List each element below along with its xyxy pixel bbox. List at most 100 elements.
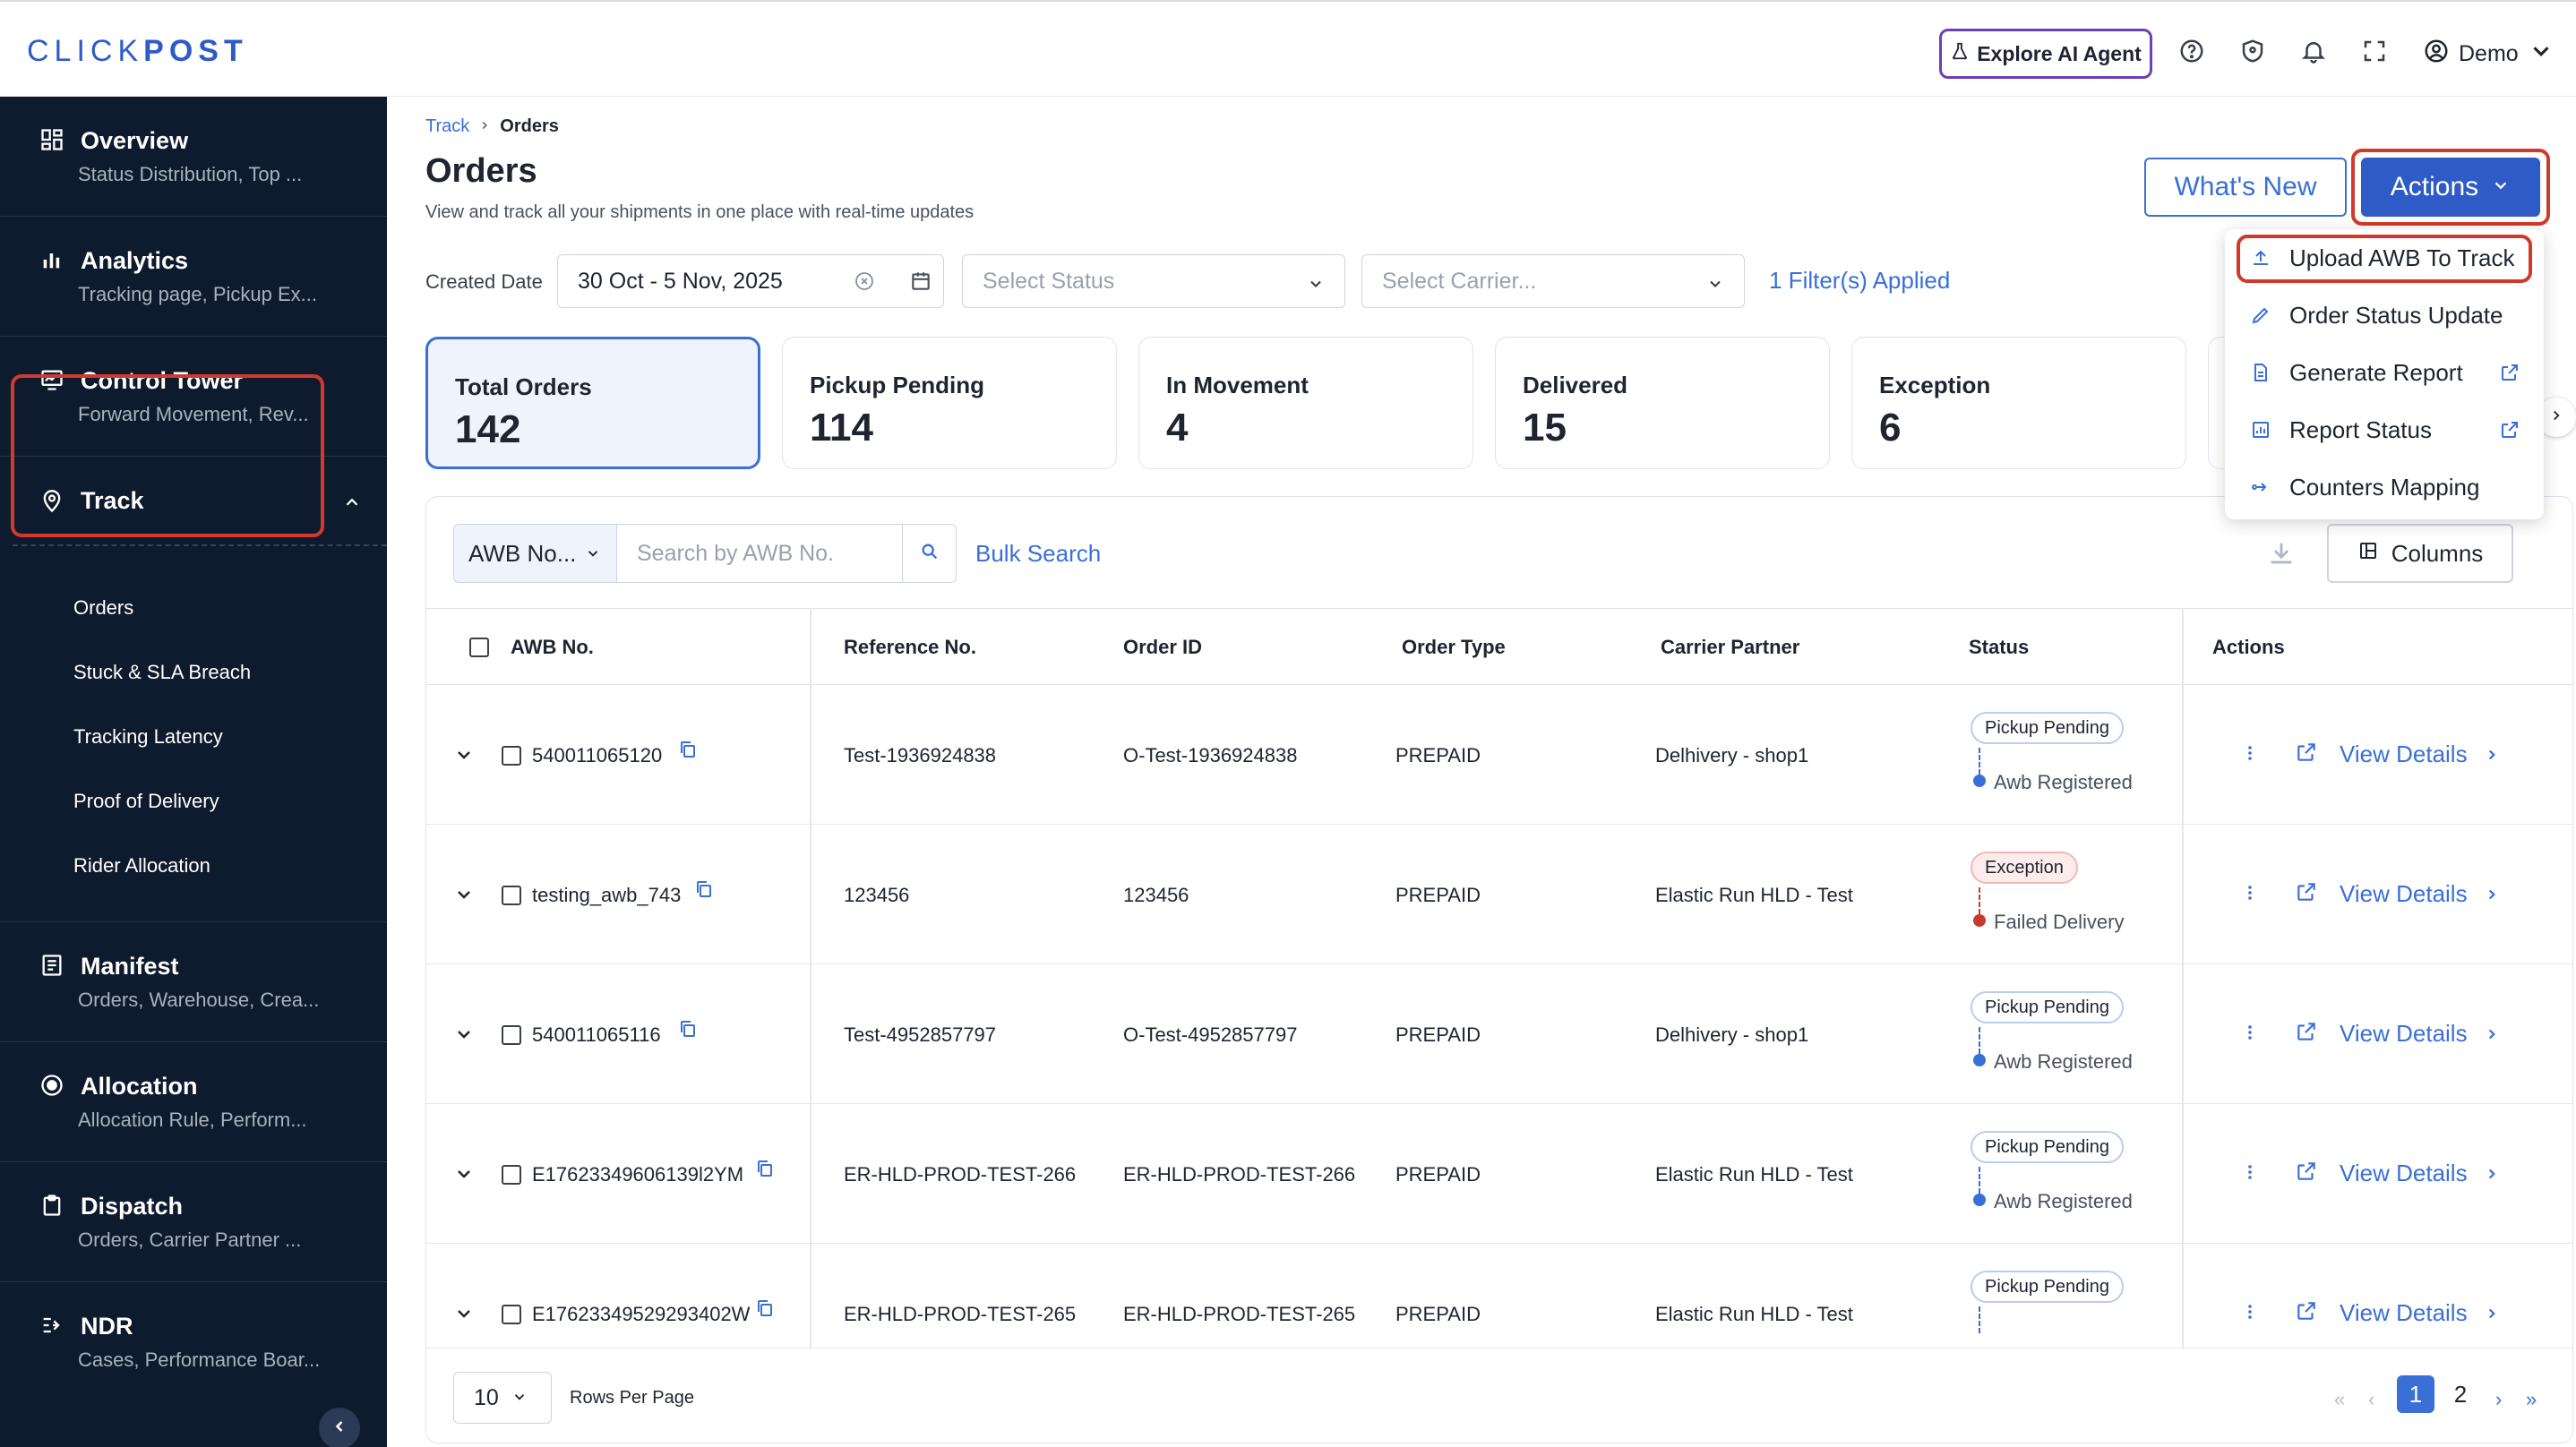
col-status[interactable]: Status	[1969, 636, 2030, 658]
stat-exception[interactable]: Exception 6	[1851, 337, 2186, 469]
expand-row-icon[interactable]	[453, 1303, 475, 1324]
more-options-icon[interactable]	[2239, 742, 2261, 767]
col-order-type[interactable]: Order Type	[1402, 636, 1506, 658]
stat-total-orders[interactable]: Total Orders 142	[425, 337, 760, 469]
external-link-icon[interactable]	[2295, 1160, 2318, 1183]
help-icon[interactable]	[2178, 38, 2205, 64]
view-details-link[interactable]: View Details	[2340, 880, 2500, 908]
stat-pickup-pending[interactable]: Pickup Pending 114	[782, 337, 1117, 469]
clear-icon[interactable]	[854, 270, 875, 292]
columns-button[interactable]: Columns	[2327, 524, 2513, 583]
sidebar-item-allocation[interactable]: Allocation Allocation Rule, Perform...	[0, 1042, 387, 1162]
select-all-checkbox[interactable]	[469, 638, 489, 657]
external-link-icon[interactable]	[2295, 1299, 2318, 1323]
menu-item-counters-mapping[interactable]: Counters Mapping	[2225, 460, 2544, 514]
rows-per-page-select[interactable]: 10	[453, 1372, 552, 1424]
sidebar-item-manifest[interactable]: Manifest Orders, Warehouse, Crea...	[0, 922, 387, 1042]
search-button[interactable]	[903, 524, 957, 583]
col-awb[interactable]: AWB No.	[511, 636, 594, 658]
sidebar-track-section: Track Orders Stuck & SLA Breach Tracking…	[0, 457, 387, 922]
user-menu[interactable]: Demo	[2423, 38, 2555, 71]
status-select[interactable]: Select Status	[962, 254, 1345, 308]
table-row[interactable]: 540011065116 Test-4952857797 O-Test-4952…	[426, 964, 2572, 1104]
bulk-search-link[interactable]: Bulk Search	[975, 540, 1102, 567]
row-checkbox[interactable]	[502, 1305, 521, 1324]
filters-applied-link[interactable]: 1 Filter(s) Applied	[1769, 267, 1951, 294]
expand-row-icon[interactable]	[453, 1163, 475, 1185]
table-row[interactable]: E17623349606139l2YM ER-HLD-PROD-TEST-266…	[426, 1104, 2572, 1244]
previous-page-icon[interactable]: ‹	[2368, 1388, 2375, 1410]
expand-row-icon[interactable]	[453, 1023, 475, 1045]
calendar-icon[interactable]	[909, 270, 932, 293]
explore-ai-agent-button[interactable]: Explore AI Agent	[1939, 29, 2152, 79]
row-checkbox[interactable]	[502, 886, 521, 905]
table-row[interactable]: 540011065120 Test-1936924838 O-Test-1936…	[426, 685, 2572, 825]
actions-highlight-box	[2351, 149, 2550, 226]
page-1-button[interactable]: 1	[2397, 1375, 2434, 1413]
col-order-id[interactable]: Order ID	[1123, 636, 1203, 658]
carrier-select[interactable]: Select Carrier...	[1361, 254, 1745, 308]
sidebar-item-ndr[interactable]: NDR Cases, Performance Boar...	[0, 1282, 387, 1402]
copy-icon[interactable]	[754, 1158, 776, 1179]
external-link-icon[interactable]	[2295, 1020, 2318, 1043]
expand-row-icon[interactable]	[453, 884, 475, 905]
shield-icon[interactable]	[2239, 38, 2266, 64]
page-2-button[interactable]: 2	[2453, 1380, 2468, 1408]
sidebar-subitem-orders[interactable]: Orders	[73, 596, 134, 619]
table-row[interactable]: testing_awb_743 123456 123456 PREPAID El…	[426, 825, 2572, 964]
menu-item-order-status-update[interactable]: Order Status Update	[2225, 288, 2544, 342]
sidebar-item-dispatch[interactable]: Dispatch Orders, Carrier Partner ...	[0, 1162, 387, 1282]
sidebar-item-analytics[interactable]: Analytics Tracking page, Pickup Ex...	[0, 217, 387, 337]
copy-icon[interactable]	[693, 878, 715, 900]
view-details-link[interactable]: View Details	[2340, 1160, 2500, 1187]
more-options-icon[interactable]	[2239, 1161, 2261, 1186]
whats-new-button[interactable]: What's New	[2144, 158, 2347, 217]
row-checkbox[interactable]	[502, 746, 521, 766]
col-carrier[interactable]: Carrier Partner	[1661, 636, 1800, 658]
pagination-bar: 10 Rows Per Page « ‹ 1 2 › »	[426, 1348, 2572, 1443]
table-row[interactable]: E17623349529293402W ER-HLD-PROD-TEST-265…	[426, 1244, 2572, 1383]
sidebar-subitem-rider-allocation[interactable]: Rider Allocation	[73, 854, 210, 877]
col-reference[interactable]: Reference No.	[844, 636, 976, 658]
view-details-link[interactable]: View Details	[2340, 1020, 2500, 1048]
bell-icon[interactable]	[2300, 38, 2327, 64]
sidebar-subitem-stuck-sla[interactable]: Stuck & SLA Breach	[73, 661, 252, 683]
menu-item-upload-awb[interactable]: Upload AWB To Track	[2225, 231, 2544, 285]
fullscreen-icon[interactable]	[2361, 38, 2388, 64]
row-checkbox[interactable]	[502, 1165, 521, 1185]
menu-item-generate-report[interactable]: Generate Report	[2225, 346, 2544, 399]
external-link-icon[interactable]	[2295, 880, 2318, 903]
view-details-link[interactable]: View Details	[2340, 741, 2500, 768]
row-checkbox[interactable]	[502, 1025, 521, 1045]
date-range-input[interactable]: 30 Oct - 5 Nov, 2025	[557, 254, 944, 308]
stat-in-movement[interactable]: In Movement 4	[1138, 337, 1473, 469]
more-options-icon[interactable]	[2239, 1301, 2261, 1326]
next-page-icon[interactable]: ›	[2495, 1388, 2503, 1410]
sidebar-subitem-proof-of-delivery[interactable]: Proof of Delivery	[73, 790, 219, 812]
collapse-sidebar-button[interactable]	[319, 1408, 360, 1447]
more-options-icon[interactable]	[2239, 1022, 2261, 1047]
sidebar-item-overview[interactable]: Overview Status Distribution, Top ...	[0, 97, 387, 217]
view-details-link[interactable]: View Details	[2340, 1299, 2500, 1327]
copy-icon[interactable]	[677, 739, 699, 760]
menu-item-report-status[interactable]: Report Status	[2225, 403, 2544, 457]
breadcrumb-track-link[interactable]: Track	[425, 116, 470, 136]
breadcrumb-current: Orders	[500, 116, 559, 136]
search-type-select[interactable]: AWB No...	[453, 524, 616, 583]
expand-row-icon[interactable]	[453, 744, 475, 766]
clickpost-logo[interactable]: CLICKPOST	[27, 34, 248, 68]
status-dot	[1973, 775, 1986, 787]
sidebar-item-control-tower[interactable]: Control Tower Forward Movement, Rev...	[0, 337, 387, 457]
external-link-icon[interactable]	[2295, 741, 2318, 764]
more-options-icon[interactable]	[2239, 882, 2261, 907]
search-input[interactable]: Search by AWB No.	[616, 524, 903, 583]
status-connector	[1979, 1027, 1980, 1054]
copy-icon[interactable]	[677, 1018, 699, 1040]
copy-icon[interactable]	[754, 1297, 776, 1319]
actions-button[interactable]: Actions	[2361, 158, 2540, 217]
last-page-icon[interactable]: »	[2526, 1388, 2537, 1410]
download-icon[interactable]	[2266, 538, 2297, 569]
stat-delivered[interactable]: Delivered 15	[1495, 337, 1830, 469]
sidebar-subitem-tracking-latency[interactable]: Tracking Latency	[73, 725, 223, 748]
first-page-icon[interactable]: «	[2334, 1388, 2346, 1410]
